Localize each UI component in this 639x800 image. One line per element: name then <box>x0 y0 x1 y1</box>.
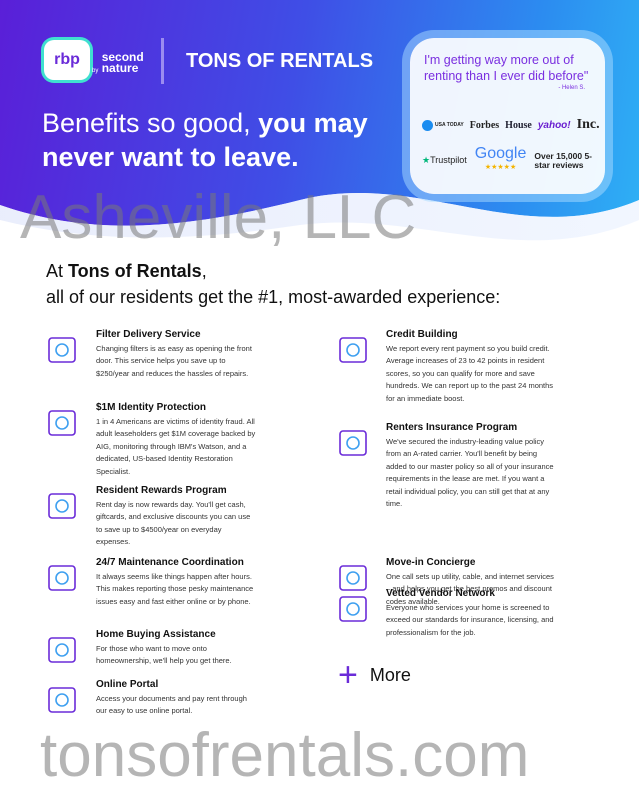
partner-logo: by second nature <box>92 50 150 77</box>
google-stars: ★★★★★ <box>484 164 517 171</box>
benefit-title: Online Portal <box>96 679 159 690</box>
inc-logo: Inc. <box>576 117 600 132</box>
headline-bold: you may never want to leave. <box>42 108 368 172</box>
intro-suffix: , <box>201 261 207 281</box>
benefit-title: 24/7 Maintenance Coordination <box>96 557 244 568</box>
benefit-title: Home Buying Assistance <box>96 629 216 640</box>
header-divider <box>161 38 164 84</box>
home-sign-icon <box>45 633 79 667</box>
benefit-item: Move-in Concierge One call sets up utilit… <box>386 557 556 608</box>
vendor-icon <box>336 592 370 626</box>
press-logos: USA TODAY Forbes House yahoo! Inc. <box>422 117 600 133</box>
intro-heading: At Tons of Rentals, all of our residents … <box>46 258 500 310</box>
testimonial-quote: I'm getting way more out of renting than… <box>424 53 589 83</box>
laptop-icon <box>45 683 79 717</box>
yahoo-logo: yahoo! <box>537 119 571 131</box>
more-button[interactable]: + More <box>338 656 411 694</box>
discount-icon <box>336 561 370 595</box>
forbes-logo: Forbes <box>469 119 500 131</box>
benefit-text: We've secured the industry-leading value… <box>386 437 554 509</box>
benefit-title: Vetted Vendor Network <box>386 588 495 599</box>
headline-light: Benefits so good, <box>42 108 259 138</box>
intro-line2: all of our residents get the #1, most-aw… <box>46 287 501 307</box>
benefit-title: $1M Identity Protection <box>96 402 207 413</box>
house-umbrella-icon <box>336 426 370 460</box>
benefit-item: $1M Identity Protection 1 in 4 Americans … <box>96 402 256 478</box>
clock-icon <box>45 561 79 595</box>
benefit-item: Renters Insurance Program We've secured t… <box>386 422 556 510</box>
star-icon: ★ <box>422 155 431 165</box>
benefit-text: We report every rent payment so you buil… <box>386 344 554 403</box>
chart-icon <box>336 333 370 367</box>
watermark-line1: tonsofrentals.com <box>40 721 530 790</box>
benefit-item: Vetted Vendor Network Everyone who servic… <box>386 588 556 639</box>
intro-prefix: At <box>46 261 69 281</box>
id-shield-icon <box>45 406 79 440</box>
more-label: More <box>369 664 411 685</box>
benefit-item: 24/7 Maintenance Coordination It always s… <box>96 557 256 608</box>
google-logo: Google ★★★★★ <box>474 145 527 173</box>
benefit-text: Access your documents and pay rent throu… <box>96 694 247 716</box>
award-icon <box>45 489 79 523</box>
testimonial-card: I'm getting way more out of renting than… <box>410 38 605 194</box>
benefit-text: Everyone who services your home is scree… <box>386 603 554 637</box>
benefit-title: Move-in Concierge <box>386 557 476 568</box>
trustpilot-logo: ★Trustpilot <box>422 155 467 166</box>
partner-name: second nature <box>101 50 144 75</box>
benefit-text: It always seems like things happen after… <box>96 572 254 606</box>
benefit-item: Filter Delivery Service Changing filters … <box>96 329 256 380</box>
headline: Benefits so good, you may never want to … <box>42 106 382 174</box>
benefit-item: Online Portal Access your documents and p… <box>96 679 256 718</box>
by-label: by <box>92 68 99 74</box>
benefit-title: Renters Insurance Program <box>386 422 518 433</box>
usa-today-text: USA TODAY <box>435 122 464 128</box>
trustpilot-text: Trustpilot <box>430 155 467 165</box>
benefit-text: Rent day is now rewards day. You'll get … <box>96 500 251 547</box>
plus-icon: + <box>338 656 358 694</box>
benefit-text: Changing filters is as easy as opening t… <box>96 344 252 378</box>
review-badges: ★Trustpilot Google ★★★★★ Over 15,000 5-st… <box>422 145 593 173</box>
benefit-item: Credit Building We report every rent paym… <box>386 329 556 405</box>
benefit-item: Home Buying Assistance For those who want… <box>96 629 256 668</box>
testimonial-author: - Helen S. <box>558 85 585 91</box>
intro-company: Tons of Rentals <box>68 261 202 281</box>
benefit-title: Resident Rewards Program <box>96 485 227 496</box>
brand-name: TONS OF RENTALS <box>186 50 374 72</box>
benefit-text: 1 in 4 Americans are victims of identity… <box>96 417 256 476</box>
reviews-count: Over 15,000 5-star reviews <box>534 150 593 170</box>
filter-box-icon <box>45 333 79 367</box>
benefit-text: For those who want to move onto homeowne… <box>96 644 232 666</box>
benefit-title: Credit Building <box>386 329 458 340</box>
rbp-logo: rbp <box>44 40 90 80</box>
benefit-item: Resident Rewards Program Rent day is now … <box>96 485 256 549</box>
house-logo: House <box>505 119 532 131</box>
logo-text: rbp <box>54 51 80 68</box>
usa-today-logo: USA TODAY <box>422 119 464 131</box>
benefit-title: Filter Delivery Service <box>96 329 201 340</box>
google-text: Google <box>474 145 527 162</box>
benefit-text: One call sets up utility, cable, and int… <box>386 572 554 606</box>
